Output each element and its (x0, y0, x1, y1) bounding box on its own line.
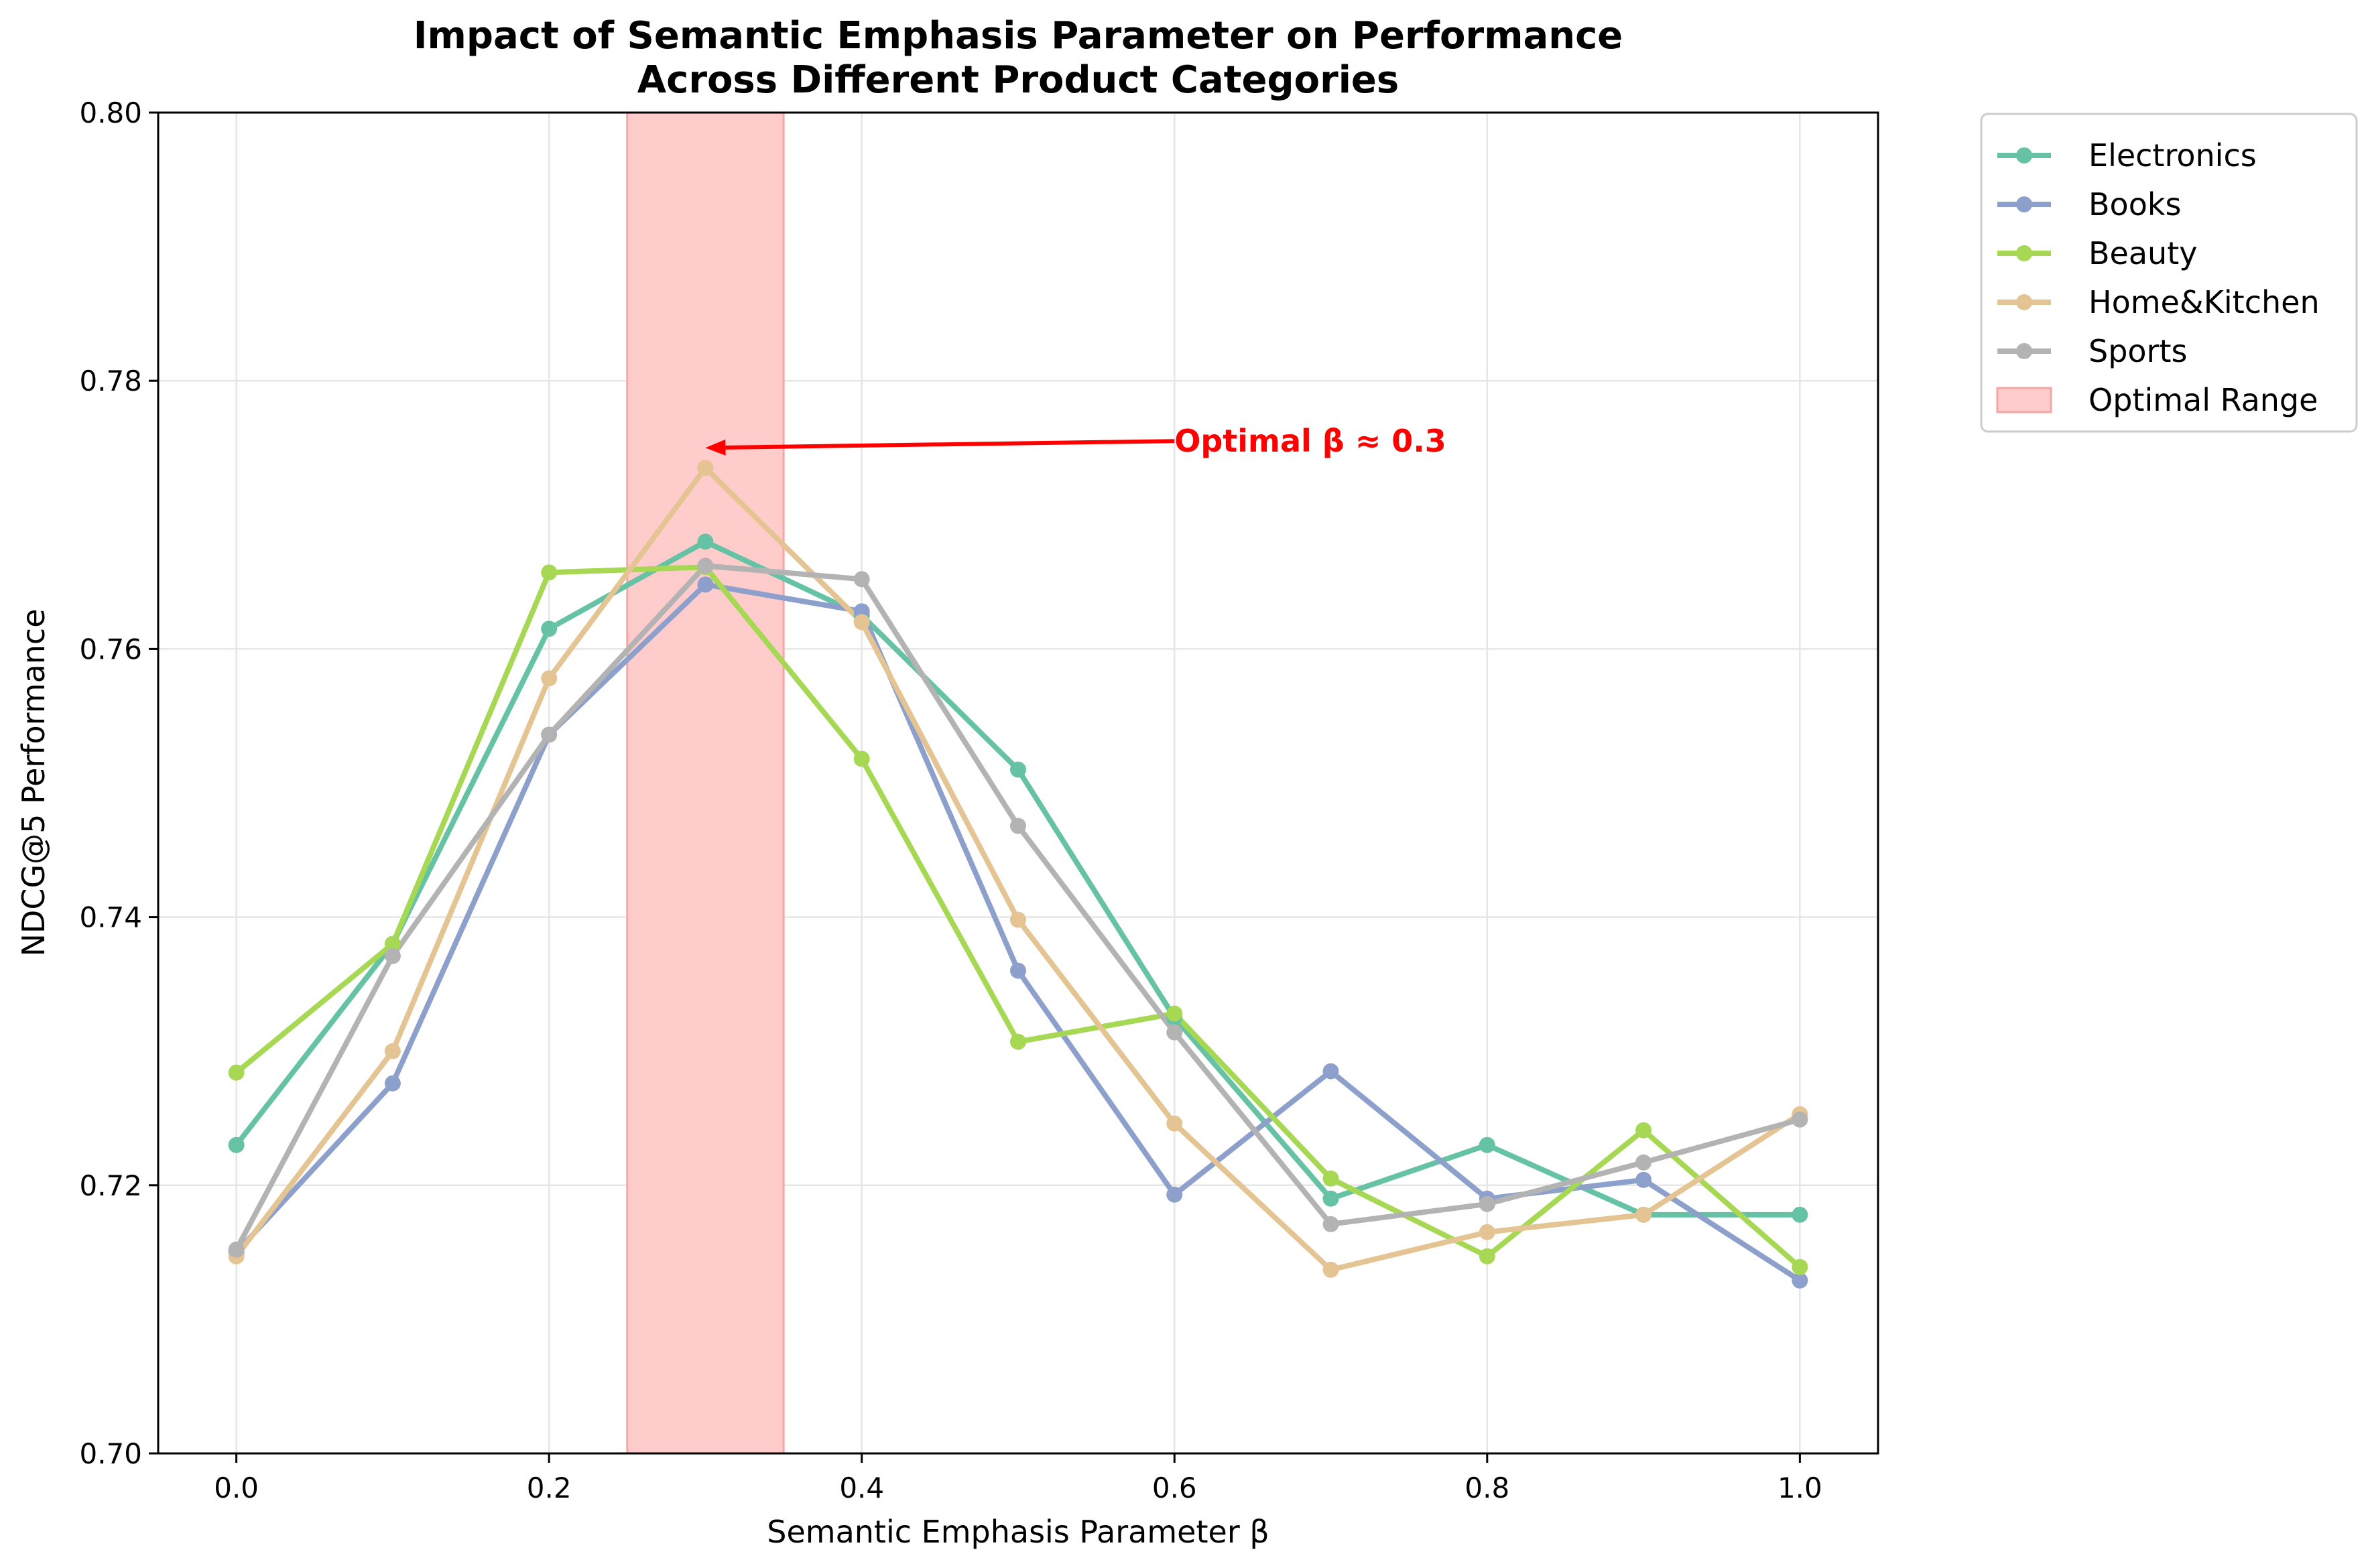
y-axis-label: NDCG@5 Performance (15, 609, 52, 957)
legend-label-beauty: Beauty (2088, 235, 2197, 271)
data-point-home-kitchen-2 (541, 670, 558, 687)
legend-marker-books (2016, 196, 2032, 212)
data-point-books-7 (1322, 1063, 1339, 1080)
legend-swatch-optimal-range (1996, 387, 2052, 413)
data-point-beauty-2 (541, 564, 558, 581)
data-point-home-kitchen-6 (1166, 1115, 1183, 1132)
optimal-range-band (626, 111, 785, 1455)
legend-marker-electronics (2016, 147, 2032, 164)
plot-frame (157, 111, 1879, 1455)
data-point-books-5 (1010, 962, 1026, 979)
data-point-books-1 (384, 1075, 401, 1092)
data-point-beauty-7 (1322, 1170, 1339, 1187)
legend-label-sports: Sports (2088, 333, 2187, 369)
data-point-sports-0 (228, 1241, 245, 1258)
data-point-electronics-7 (1322, 1190, 1339, 1207)
annotation-arrow (725, 439, 1175, 450)
shaded-region (626, 111, 785, 1455)
data-point-sports-8 (1479, 1195, 1495, 1212)
series-markers (228, 460, 1808, 1289)
x-axis-label: Semantic Emphasis Parameter β (767, 1514, 1269, 1550)
data-point-sports-6 (1166, 1024, 1183, 1041)
data-point-sports-4 (853, 571, 870, 588)
x-tick-label-3: 0.6 (1152, 1472, 1197, 1504)
x-tick-label-2: 0.4 (839, 1472, 884, 1504)
legend-marker-sports (2016, 343, 2032, 359)
data-point-home-kitchen-5 (1010, 911, 1026, 928)
data-point-books-6 (1166, 1186, 1183, 1203)
y-tick-label-3: 0.76 (79, 633, 142, 665)
data-point-electronics-2 (541, 620, 558, 637)
data-point-beauty-6 (1166, 1005, 1183, 1022)
data-point-beauty-9 (1635, 1122, 1652, 1138)
data-point-beauty-8 (1479, 1248, 1495, 1264)
data-point-sports-10 (1792, 1111, 1808, 1128)
legend-label-books: Books (2088, 186, 2181, 222)
annotation-arrowhead (705, 439, 726, 456)
data-point-electronics-8 (1479, 1136, 1495, 1153)
legend-frame (1980, 113, 2358, 433)
data-point-sports-9 (1635, 1154, 1652, 1171)
legend-label-home-kitchen: Home&Kitchen (2088, 284, 2320, 320)
annotation-text: Optimal β ≈ 0.3 (1174, 423, 1446, 459)
data-point-sports-1 (384, 948, 401, 964)
data-point-sports-5 (1010, 818, 1026, 834)
data-point-beauty-10 (1792, 1258, 1808, 1275)
data-point-books-9 (1635, 1171, 1652, 1188)
x-tick-label-4: 0.8 (1464, 1472, 1509, 1504)
data-point-books-10 (1792, 1272, 1808, 1289)
data-point-sports-7 (1322, 1216, 1339, 1232)
legend-marker-home-kitchen (2016, 294, 2032, 310)
y-tick-label-4: 0.78 (79, 365, 142, 397)
data-point-home-kitchen-7 (1322, 1261, 1339, 1278)
data-point-beauty-4 (853, 750, 870, 767)
legend-marker-beauty (2016, 245, 2032, 261)
optimal-annotation: Optimal β ≈ 0.3 (705, 423, 1446, 459)
y-tick-label-5: 0.80 (79, 96, 142, 129)
y-axis-ticks: 0.70 0.72 0.74 0.76 0.78 0.80 (79, 96, 158, 1470)
legend-label-electronics: Electronics (2088, 137, 2257, 174)
y-tick-label-1: 0.72 (79, 1169, 142, 1202)
data-point-home-kitchen-8 (1479, 1224, 1495, 1240)
data-point-home-kitchen-1 (384, 1043, 401, 1059)
chart-title-line-2: Across Different Product Categories (637, 58, 1399, 102)
x-axis-ticks: 0.0 0.2 0.4 0.6 0.8 1.0 (214, 1453, 1822, 1504)
data-point-home-kitchen-4 (853, 614, 870, 631)
data-point-home-kitchen-9 (1635, 1206, 1652, 1223)
data-point-beauty-0 (228, 1064, 245, 1081)
data-point-electronics-0 (228, 1136, 245, 1153)
gridlines (158, 111, 1878, 1455)
x-tick-label-1: 0.2 (527, 1472, 572, 1504)
data-point-sports-3 (697, 558, 714, 574)
chart-title-line-1: Impact of Semantic Emphasis Parameter on… (414, 14, 1623, 58)
data-point-beauty-1 (384, 935, 401, 952)
y-tick-label-2: 0.74 (79, 901, 142, 934)
data-point-electronics-5 (1010, 761, 1026, 778)
data-point-books-3 (697, 576, 714, 593)
data-point-sports-2 (541, 726, 558, 743)
data-point-electronics-10 (1792, 1206, 1808, 1223)
x-tick-label-0: 0.0 (214, 1472, 259, 1504)
data-point-home-kitchen-3 (697, 460, 714, 476)
data-point-beauty-5 (1010, 1033, 1026, 1050)
legend: Electronics Books Beauty Home&Kitchen Sports… (1980, 113, 2358, 433)
data-point-electronics-3 (697, 533, 714, 550)
x-tick-label-5: 1.0 (1777, 1472, 1822, 1504)
legend-label-optimal-range: Optimal Range (2088, 382, 2318, 418)
y-tick-label-0: 0.70 (79, 1437, 142, 1470)
